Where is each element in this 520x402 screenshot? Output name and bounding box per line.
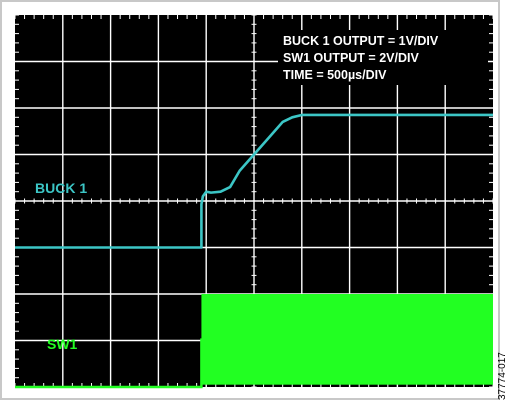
annotation-line-1: BUCK 1 OUTPUT = 1V/DIV [283, 34, 439, 48]
buck1-label: BUCK 1 [35, 180, 87, 196]
annotation-box [278, 30, 488, 85]
sw1-label: SW1 [47, 336, 78, 352]
annotations: BUCK 1 OUTPUT = 1V/DIV SW1 OUTPUT = 2V/D… [35, 30, 488, 352]
annotation-line-2: SW1 OUTPUT = 2V/DIV [283, 51, 419, 65]
figure-id: 37774-017 [497, 352, 508, 400]
buck1-trace [15, 113, 493, 249]
traces [15, 113, 494, 389]
sw1-trace [15, 338, 493, 389]
annotation-line-3: TIME = 500µs/DIV [283, 68, 387, 82]
